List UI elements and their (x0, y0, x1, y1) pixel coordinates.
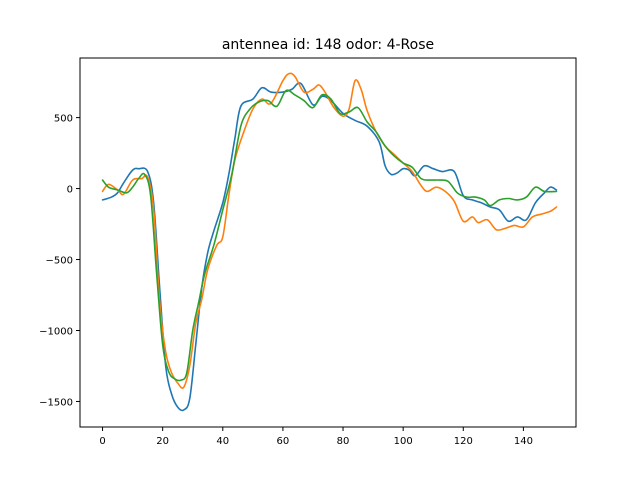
x-tick-label: 80 (337, 436, 350, 447)
series-line-3 (101, 89, 558, 382)
x-tick-label: 0 (99, 436, 105, 447)
x-tick-label: 120 (454, 436, 473, 447)
series-line-2 (101, 72, 558, 389)
y-tick-label: −1500 (39, 397, 73, 408)
y-tick-label: −500 (46, 256, 73, 267)
x-tick-label: 140 (514, 436, 533, 447)
plot-frame (79, 57, 577, 428)
y-tick-label: −1000 (39, 326, 73, 337)
x-tick-label: 20 (156, 436, 169, 447)
y-axis: −1500 −1000 −500 0 500 (39, 114, 80, 408)
series-line-1 (101, 82, 558, 412)
x-axis: 0 20 40 60 80 100 120 140 (99, 427, 533, 447)
x-tick-label: 40 (216, 436, 229, 447)
series-layer (101, 72, 558, 412)
x-tick-label: 100 (394, 436, 413, 447)
chart-title: antennea id: 148 odor: 4-Rose (222, 37, 434, 53)
y-tick-label: 500 (54, 114, 73, 125)
y-tick-label: 0 (67, 185, 73, 196)
x-tick-label: 60 (277, 436, 290, 447)
